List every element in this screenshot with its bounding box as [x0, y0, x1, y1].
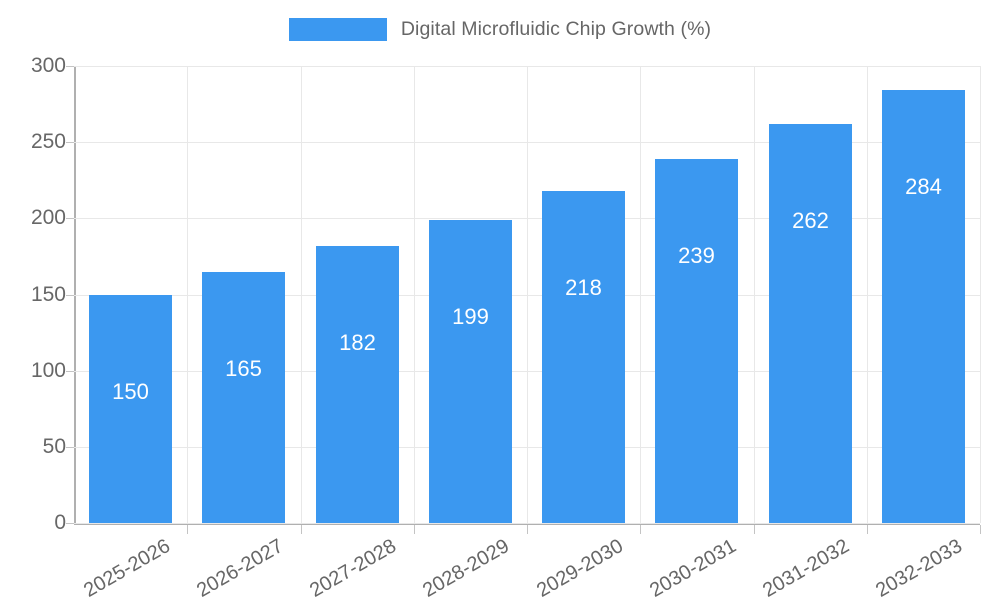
bar-value-label: 284	[905, 174, 942, 200]
y-axis-tick-mark	[66, 218, 74, 220]
bar-value-label: 182	[339, 329, 376, 355]
bar[interactable]: 182	[316, 245, 399, 523]
x-axis-tick-mark	[187, 525, 188, 534]
gridline-vertical	[980, 66, 981, 523]
chart-legend: Digital Microfluidic Chip Growth (%)	[0, 18, 1000, 41]
bar[interactable]: 239	[655, 158, 738, 523]
y-axis-tick-label: 100	[30, 358, 66, 382]
x-axis-tick-mark	[527, 525, 528, 534]
x-axis-tick-mark	[980, 525, 981, 534]
x-axis-tick-mark	[301, 525, 302, 534]
y-axis-tick-mark	[66, 370, 74, 372]
y-axis-tick-mark	[66, 66, 74, 67]
bar-value-label: 239	[678, 242, 715, 268]
y-axis-tick-mark	[66, 446, 74, 448]
y-axis-tick-mark	[66, 142, 74, 144]
x-axis-tick-mark	[414, 525, 415, 534]
bar-value-label: 218	[565, 274, 602, 300]
bar[interactable]: 150	[89, 294, 172, 523]
x-axis-tick-mark	[867, 525, 868, 534]
gridline-vertical	[527, 66, 528, 523]
gridline-horizontal	[74, 523, 980, 524]
y-axis-tick-labels: 0 50 100 150 200 250 300	[0, 0, 66, 600]
gridline-vertical	[301, 66, 302, 523]
bar[interactable]: 262	[769, 123, 852, 523]
gridline-vertical	[754, 66, 755, 523]
x-axis-tick-mark	[640, 525, 641, 534]
y-axis-tick-mark	[66, 523, 74, 524]
y-axis-tick-label: 200	[30, 206, 66, 230]
y-axis-tick-label: 150	[30, 282, 66, 306]
bar[interactable]: 199	[429, 219, 512, 523]
gridline-vertical	[867, 66, 868, 523]
y-axis-tick-label: 0	[54, 511, 66, 534]
x-axis-tick-mark	[754, 525, 755, 534]
bar-value-label: 165	[225, 355, 262, 381]
gridline-vertical	[640, 66, 641, 523]
x-axis-line	[74, 523, 980, 525]
y-axis-tick-mark	[66, 294, 74, 296]
bar[interactable]: 218	[542, 190, 625, 523]
bar[interactable]: 284	[882, 90, 965, 523]
bar-value-label: 262	[792, 207, 829, 233]
y-axis-tick-label: 250	[30, 130, 66, 154]
gridline-vertical	[414, 66, 415, 523]
y-axis-tick-label: 300	[30, 54, 66, 77]
gridline-vertical	[187, 66, 188, 523]
legend-swatch-series-1[interactable]	[288, 18, 387, 41]
y-axis-tick-label: 50	[42, 434, 66, 458]
legend-label-series-1[interactable]: Digital Microfluidic Chip Growth (%)	[400, 18, 712, 40]
bar[interactable]: 165	[202, 271, 285, 523]
bar-value-label: 199	[452, 303, 489, 329]
plot-area: 150 165 182 199 218 239 262 284	[74, 66, 981, 524]
bar-value-label: 150	[112, 378, 149, 404]
